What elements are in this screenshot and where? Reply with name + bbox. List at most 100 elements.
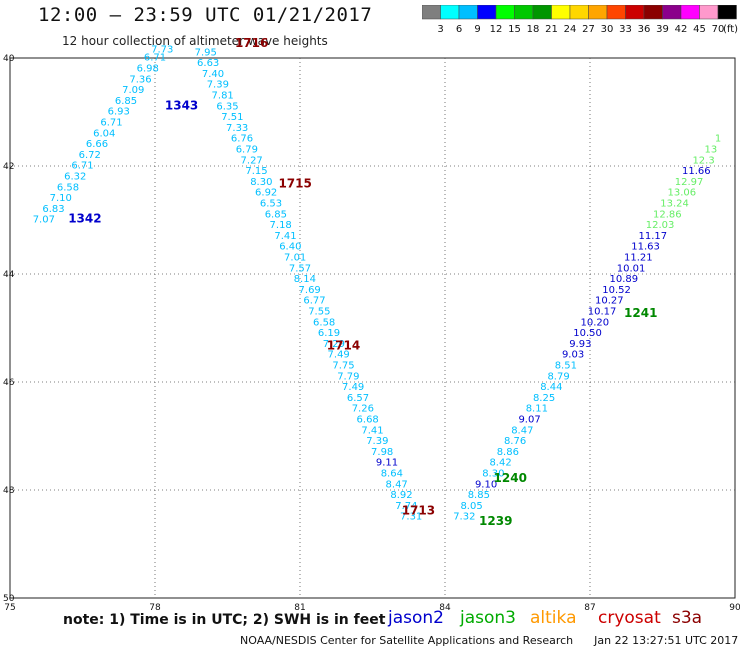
pass-time-1342: 1342 [68,212,101,226]
swh-value: 8.14 [294,274,316,285]
swh-value: 10.27 [595,296,624,307]
note-text: note: 1) Time is in UTC; 2) SWH is in fe… [63,612,386,628]
y-tick-50: 50 [3,594,15,604]
swh-value: 8.79 [547,371,569,382]
swh-value: 12.97 [675,177,704,188]
scale-tick-15: 15 [508,24,521,35]
swh-value: 7.79 [337,371,359,382]
y-tick-44: 44 [3,270,15,280]
swh-value: 12.86 [653,209,682,220]
swh-value: 12.3 [692,155,714,166]
swh-value: 6.32 [64,172,86,183]
swh-value: 6.58 [313,317,335,328]
pass-time-1713: 1713 [402,503,435,517]
swh-value: 7.18 [270,220,292,231]
swh-value: 7.81 [212,91,234,102]
legend-cryosat: cryosat [598,608,661,628]
scale-tick-30: 30 [601,24,614,35]
swh-value: 7.32 [453,512,475,523]
swh-value: 6.04 [93,128,115,139]
swh-value: 6.68 [357,415,379,426]
swh-value: 6.57 [347,393,369,404]
pass-time-1239: 1239 [479,514,512,528]
map-title: 12:00 — 23:59 UTC 01/21/2017 [38,4,373,26]
swh-value: 7.95 [195,47,217,58]
swh-value: 7.69 [299,285,321,296]
scale-tick-18: 18 [527,24,540,35]
swh-value: 7.98 [371,447,393,458]
footer-credit: NOAA/NESDIS Center for Satellite Applica… [240,634,574,647]
swh-value: 6.93 [108,107,130,118]
swh-value: 8.11 [526,404,548,415]
scale-tick-6: 6 [456,24,462,35]
swh-value: 8.51 [555,361,577,372]
swh-value: 13 [704,145,717,156]
scale-tick-9: 9 [474,24,480,35]
scale-tick-12: 12 [490,24,503,35]
swh-value: 10.52 [602,285,631,296]
swh-value: 6.71 [100,118,122,129]
swh-value: 8.44 [540,382,562,393]
swh-value: 8.47 [386,479,408,490]
pass-time-1241: 1241 [624,306,657,320]
x-tick-84: 84 [439,603,451,610]
swh-value: 11.21 [624,253,653,264]
swh-value: 6.58 [57,182,79,193]
swh-value: 7.26 [352,404,374,415]
color-scale: 3 6 9 12 15 18 21 24 27 30 33 36 39 42 45 70(ft) [422,5,738,35]
pass-time-1240: 1240 [494,471,527,485]
swh-value: 6.83 [42,204,64,215]
swh-value: 7.55 [308,307,330,318]
x-tick-75: 75 [4,603,15,610]
swh-value: 6.40 [279,242,301,253]
swh-value: 7.74 [395,501,417,512]
legend-s3a: s3a [672,608,703,628]
swh-value: 6.35 [216,101,238,112]
scale-tick-24: 24 [564,24,577,35]
swh-value: 8.85 [468,490,490,501]
swh-value: 7.39 [207,80,229,91]
swh-value: 6.92 [255,188,277,199]
scale-tick-21: 21 [545,24,558,35]
swh-value: 7.15 [245,166,267,177]
swh-value: 8.86 [497,447,519,458]
footer: NOAA/NESDIS Center for Satellite Applica… [240,634,738,647]
note-row: note: 1) Time is in UTC; 2) SWH is in fe… [0,608,740,632]
x-tick-90: 90 [729,603,740,610]
swh-value: 10.20 [581,317,610,328]
swh-value: 7.40 [202,69,224,80]
scale-tick-70: 70 [712,24,725,35]
map-frame [9,57,736,599]
swh-value: 7.10 [50,193,72,204]
x-tick-87: 87 [584,603,595,610]
swh-value: 13.06 [668,188,697,199]
swh-value: 10.89 [610,274,639,285]
scale-tick-45: 45 [693,24,706,35]
scale-tick-33: 33 [619,24,632,35]
y-tick-42: 42 [3,162,14,172]
swh-value: 13.24 [660,199,689,210]
wave-height-map: 75 78 81 84 87 904042444648507.076.837.106.58… [3,36,740,610]
legend-jason2: jason2 [388,608,444,628]
pass-time-1716: 1716 [235,36,268,50]
swh-value: 9.03 [562,350,584,361]
swh-value: 11.17 [639,231,668,242]
swh-value: 12.03 [646,220,675,231]
swh-value: 11.63 [631,242,660,253]
swh-value: 7.07 [33,215,55,226]
swh-value: 6.79 [236,145,258,156]
scale-tick-42: 42 [675,24,688,35]
swh-value: 7.09 [122,85,144,96]
swh-value: 7.41 [274,231,296,242]
x-tick-81: 81 [294,603,305,610]
footer-timestamp: Jan 22 13:27:51 UTC 2017 [594,634,739,647]
swh-value: 7.51 [221,112,243,123]
swh-value: 9.07 [518,415,540,426]
swh-value: 7.49 [342,382,364,393]
swh-value: 9.11 [376,458,398,469]
swh-value: 11.66 [682,166,711,177]
swh-value: 7.27 [241,155,263,166]
swh-value: 8.25 [533,393,555,404]
swh-value: 6.85 [115,96,137,107]
swh-value: 6.71 [71,161,93,172]
